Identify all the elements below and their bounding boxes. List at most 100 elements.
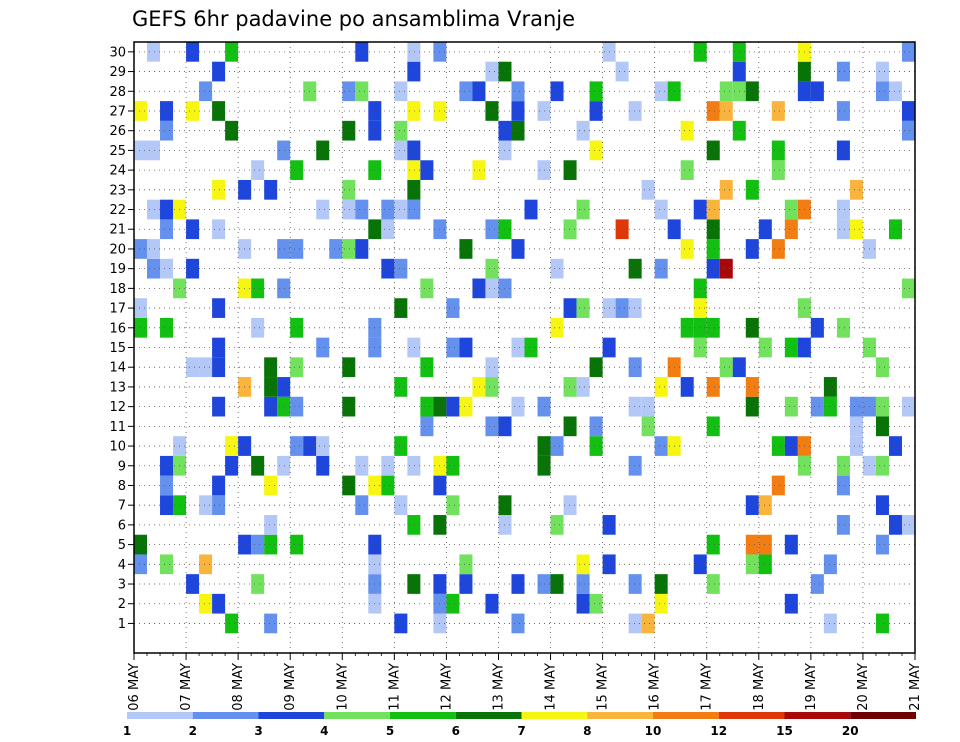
heatmap-cell	[654, 593, 668, 614]
heatmap-cell	[693, 42, 707, 62]
heatmap-cell	[290, 436, 304, 456]
heatmap-cell	[511, 120, 525, 141]
heatmap-cell	[693, 199, 707, 220]
heatmap-cell	[147, 258, 161, 279]
y-tick-label: 11	[109, 420, 126, 435]
heatmap-cell	[212, 593, 226, 614]
heatmap-cell	[628, 258, 642, 279]
heatmap-cell	[576, 199, 590, 220]
heatmap-cell	[784, 593, 798, 614]
heatmap-cell	[420, 416, 434, 437]
heatmap-cell	[446, 455, 460, 476]
heatmap-cell	[407, 101, 421, 121]
heatmap-cell	[199, 81, 213, 102]
heatmap-cell	[901, 515, 915, 535]
legend-label: 3	[254, 724, 262, 738]
heatmap-cell	[550, 317, 564, 338]
heatmap-cell	[758, 534, 772, 555]
heatmap-cell	[836, 199, 850, 220]
legend-label: 6	[452, 724, 460, 738]
x-tick-label: 10 MAY	[335, 663, 350, 711]
heatmap-cell	[407, 160, 421, 180]
heatmap-cell	[394, 140, 408, 161]
heatmap-cell	[758, 495, 772, 516]
heatmap-cell	[212, 357, 226, 378]
heatmap-cell	[745, 396, 759, 417]
heatmap-cell	[511, 574, 525, 594]
heatmap-cell	[446, 396, 460, 417]
heatmap-cell	[693, 337, 707, 358]
heatmap-cell	[901, 42, 915, 62]
heatmap-cell	[407, 574, 421, 594]
heatmap-cell	[563, 298, 577, 318]
heatmap-cells	[134, 42, 915, 634]
heatmap-cell	[823, 613, 837, 634]
heatmap-cell	[810, 396, 824, 417]
heatmap-cell	[745, 377, 759, 397]
heatmap-cell	[264, 515, 278, 535]
heatmap-cell	[472, 160, 486, 180]
heatmap-cell	[628, 396, 642, 417]
heatmap-cell	[277, 278, 291, 299]
heatmap-cell	[342, 396, 356, 417]
heatmap-cell	[212, 495, 226, 516]
heatmap-cell	[147, 199, 161, 220]
heatmap-cell	[199, 357, 213, 378]
legend-swatch	[455, 712, 522, 719]
heatmap-cell	[459, 554, 473, 575]
y-tick-label: 16	[109, 321, 126, 336]
heatmap-cell	[485, 593, 499, 614]
heatmap-cell	[693, 317, 707, 338]
heatmap-cell	[875, 495, 889, 516]
heatmap-cell	[212, 475, 226, 496]
heatmap-cell	[147, 140, 161, 161]
x-tick-label: 19 MAY	[804, 663, 819, 711]
heatmap-cell	[719, 258, 733, 279]
heatmap-cell	[511, 101, 525, 121]
heatmap-cell	[459, 396, 473, 417]
x-tick-label: 06 MAY	[127, 663, 142, 711]
heatmap-cell	[550, 574, 564, 594]
heatmap-cell	[134, 317, 148, 338]
heatmap-cell	[563, 377, 577, 397]
heatmap-cell	[251, 278, 265, 299]
y-tick-label: 10	[109, 440, 126, 455]
heatmap-cell	[277, 455, 291, 476]
heatmap-cell	[875, 534, 889, 555]
heatmap-cell	[160, 219, 174, 240]
legend-label: 15	[776, 724, 793, 738]
heatmap-cell	[212, 219, 226, 240]
heatmap-cell	[277, 396, 291, 417]
heatmap-cell	[511, 81, 525, 102]
heatmap-cell	[485, 219, 499, 240]
heatmap-cell	[459, 337, 473, 358]
heatmap-cell	[472, 377, 486, 397]
heatmap-cell	[199, 495, 213, 516]
heatmap-cell	[134, 101, 148, 121]
heatmap-cell	[407, 179, 421, 200]
y-tick-label: 1	[118, 617, 126, 632]
heatmap-cell	[407, 455, 421, 476]
chart-title: GEFS 6hr padavine po ansamblima Vranje	[132, 7, 575, 31]
heatmap-cell	[186, 219, 200, 240]
heatmap-cell	[186, 357, 200, 378]
heatmap-cell	[901, 396, 915, 417]
heatmap-cell	[394, 298, 408, 318]
x-tick-label: 14 MAY	[544, 663, 559, 711]
legend-label: 5	[386, 724, 394, 738]
y-tick-label: 13	[109, 380, 126, 395]
legend-swatch	[521, 712, 588, 719]
heatmap-cell	[771, 160, 785, 180]
heatmap-cell	[355, 199, 369, 220]
y-tick-label: 14	[109, 361, 126, 376]
heatmap-cell	[706, 140, 720, 161]
heatmap-cell	[745, 179, 759, 200]
heatmap-cell	[888, 436, 902, 456]
heatmap-cell	[810, 81, 824, 102]
heatmap-cell	[706, 574, 720, 594]
x-tick-label: 17 MAY	[700, 663, 715, 711]
heatmap-cell	[251, 534, 265, 555]
heatmap-cell	[394, 377, 408, 397]
heatmap-cell	[316, 140, 330, 161]
y-tick-label: 30	[109, 45, 126, 60]
